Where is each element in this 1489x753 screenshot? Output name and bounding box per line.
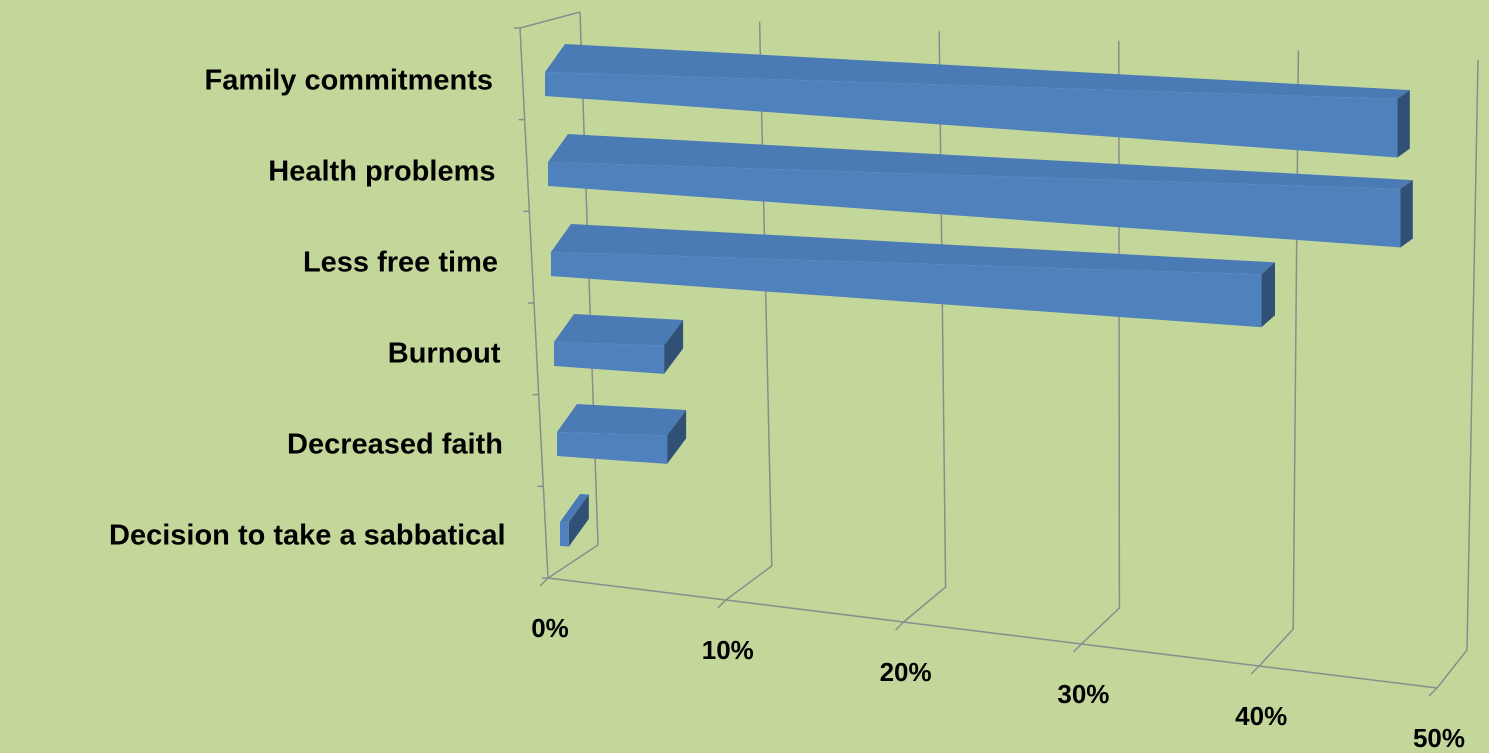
bar-front <box>560 522 569 547</box>
bar-side <box>1397 90 1409 157</box>
x-tick-label: 30% <box>1057 679 1109 709</box>
y-tick-label: Decision to take a sabbatical <box>109 520 505 552</box>
x-tick-label: 0% <box>531 613 569 643</box>
y-tick-label: Family commitments <box>205 65 493 97</box>
x-tick-label: 20% <box>880 657 932 687</box>
y-tick-label: Decreased faith <box>287 429 503 461</box>
y-tick-label: Burnout <box>388 338 501 370</box>
x-tick-label: 40% <box>1235 701 1287 731</box>
x-tick-label: 50% <box>1413 723 1465 753</box>
x-tick-label: 10% <box>702 635 754 665</box>
bar <box>554 314 683 374</box>
chart: 0% 10% 20% 30% 40% 50% Family commitments Healt… <box>0 0 1489 753</box>
bar <box>557 404 686 464</box>
bar-side <box>1400 180 1412 247</box>
y-tick-label: Health problems <box>268 156 495 188</box>
y-tick-label: Less free time <box>303 247 498 279</box>
